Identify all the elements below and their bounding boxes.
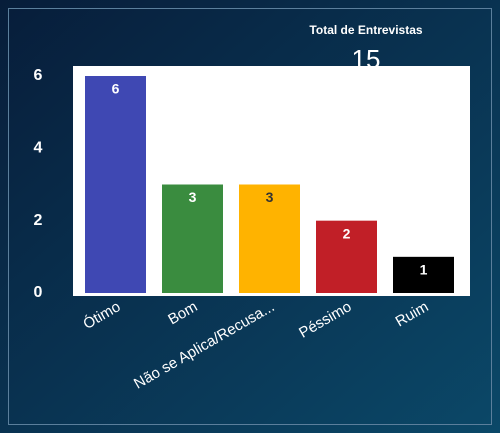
frame — [8, 8, 492, 425]
value-label: 1 — [420, 262, 428, 278]
value-label: 3 — [189, 189, 197, 205]
y-tick-label: 0 — [34, 284, 43, 301]
value-label: 3 — [266, 189, 274, 205]
bar — [239, 184, 300, 293]
value-label: 2 — [343, 225, 351, 241]
bar — [85, 76, 146, 293]
y-tick-label: 4 — [34, 140, 43, 157]
kpi-label: Total de Entrevistas — [309, 23, 422, 37]
bar — [393, 256, 454, 293]
bar — [162, 184, 223, 293]
y-tick-label: 2 — [34, 212, 43, 229]
kpi-value: 15 — [352, 44, 381, 74]
value-label: 6 — [112, 81, 120, 97]
bar — [316, 220, 377, 293]
y-tick-label: 6 — [34, 67, 43, 84]
